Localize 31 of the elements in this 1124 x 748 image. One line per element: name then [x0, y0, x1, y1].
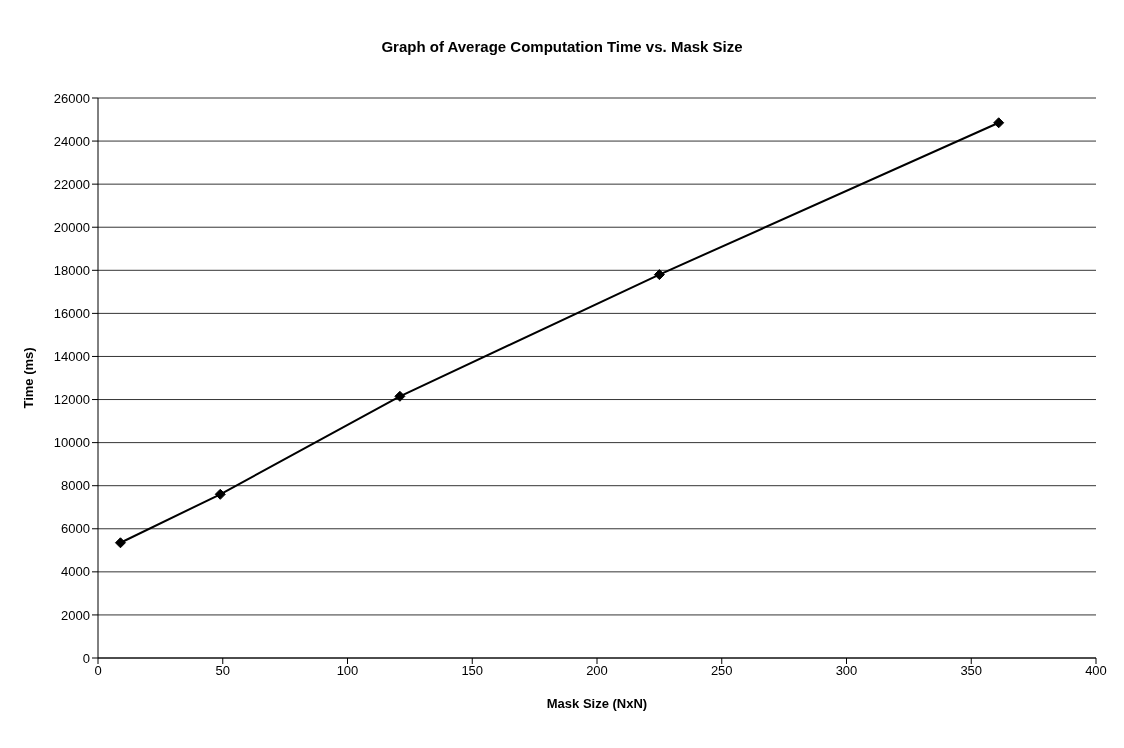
x-tick-label: 300	[835, 663, 858, 679]
x-tick-label: 0	[94, 663, 102, 679]
y-tick-label: 6000	[61, 521, 90, 537]
y-tick-label: 14000	[53, 349, 90, 365]
y-tick-label: 4000	[61, 564, 90, 580]
point	[214, 488, 226, 500]
x-tick-label: 150	[461, 663, 484, 679]
x-tick-label: 200	[586, 663, 608, 679]
x-tick-label: 250	[710, 663, 733, 679]
x-tick-label: 350	[960, 663, 983, 679]
y-tick-label: 22000	[53, 176, 90, 192]
y-tick-label: 0	[82, 650, 90, 666]
x-tick-label: 400	[1085, 663, 1107, 679]
y-tick-label: 24000	[53, 133, 90, 149]
x-axis-title: Mask Size (NxN)	[546, 696, 648, 711]
y-tick-label: 8000	[61, 478, 90, 494]
y-tick-label: 20000	[53, 219, 90, 235]
chart-title: Graph of Average Computation Time vs. Mask Size	[380, 37, 744, 57]
point	[394, 390, 406, 402]
y-tick-label: 26000	[53, 90, 90, 106]
point	[993, 117, 1005, 129]
y-axis-title: Time (ms)	[20, 347, 36, 409]
y-tick-label: 12000	[53, 392, 90, 408]
y-tick-label: 18000	[53, 262, 90, 278]
x-tick-label: 50	[215, 663, 230, 679]
y-tick-label: 10000	[53, 435, 90, 451]
point	[114, 537, 126, 549]
y-tick-label: 16000	[53, 306, 90, 321]
point	[653, 269, 665, 281]
y-tick-label: 2000	[61, 607, 90, 623]
x-tick-label: 100	[336, 663, 359, 679]
